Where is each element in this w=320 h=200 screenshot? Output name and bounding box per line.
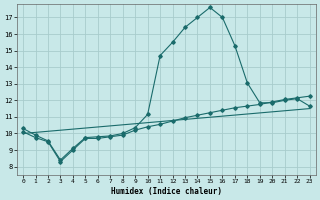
- X-axis label: Humidex (Indice chaleur): Humidex (Indice chaleur): [111, 187, 222, 196]
